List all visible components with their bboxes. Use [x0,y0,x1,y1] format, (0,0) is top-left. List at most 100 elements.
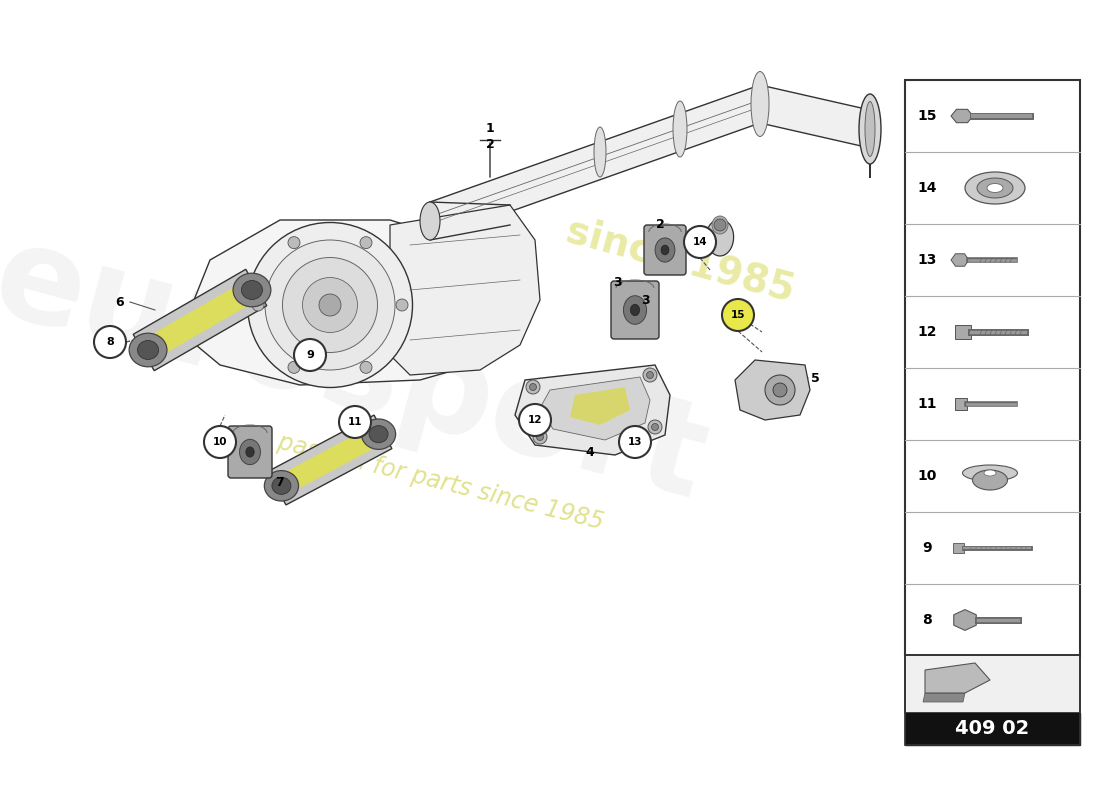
Circle shape [714,219,726,231]
Text: 4: 4 [585,446,594,458]
Polygon shape [735,360,810,420]
Text: 10: 10 [917,469,937,483]
Text: 2: 2 [656,218,664,231]
Polygon shape [706,220,734,256]
FancyBboxPatch shape [905,655,1080,713]
Polygon shape [138,278,262,362]
Ellipse shape [987,183,1003,193]
Ellipse shape [962,465,1018,481]
Ellipse shape [272,478,290,494]
Circle shape [252,299,264,311]
Text: 9: 9 [922,541,932,555]
Circle shape [537,434,543,441]
Ellipse shape [370,426,388,442]
Polygon shape [515,365,670,455]
Circle shape [764,375,795,405]
Ellipse shape [594,127,606,177]
Ellipse shape [751,71,769,137]
Ellipse shape [673,101,688,157]
Text: 14: 14 [917,181,937,195]
Polygon shape [190,220,520,385]
Text: 15: 15 [730,310,746,320]
Circle shape [204,426,236,458]
Ellipse shape [624,296,647,324]
FancyBboxPatch shape [610,281,659,339]
Circle shape [288,237,300,249]
Ellipse shape [712,216,728,234]
Polygon shape [952,110,974,122]
Text: 13: 13 [917,253,937,267]
Text: 14: 14 [693,237,707,247]
Polygon shape [268,415,392,505]
Circle shape [526,380,540,394]
Circle shape [94,326,126,358]
Circle shape [647,371,653,378]
Text: 3: 3 [614,275,623,289]
FancyBboxPatch shape [228,426,272,478]
Ellipse shape [661,245,669,255]
Circle shape [288,362,300,374]
Text: 11: 11 [348,417,362,427]
Ellipse shape [630,304,639,316]
Text: 3: 3 [640,294,649,306]
Text: a passion for parts since 1985: a passion for parts since 1985 [254,425,606,535]
FancyBboxPatch shape [905,713,1080,745]
Text: 15: 15 [917,109,937,123]
Circle shape [534,430,547,444]
Polygon shape [570,387,630,425]
Polygon shape [954,610,977,630]
Text: 9: 9 [306,350,313,360]
Ellipse shape [242,281,263,299]
FancyBboxPatch shape [955,398,967,410]
Polygon shape [133,270,267,370]
Ellipse shape [240,439,261,465]
Text: since 1985: since 1985 [562,211,799,309]
Circle shape [773,383,786,397]
Ellipse shape [420,202,440,240]
Text: 12: 12 [917,325,937,339]
Text: 13: 13 [628,437,642,447]
FancyBboxPatch shape [953,543,964,553]
Circle shape [722,299,754,331]
Ellipse shape [865,102,874,157]
Text: 5: 5 [811,371,819,385]
Circle shape [619,426,651,458]
Ellipse shape [302,278,358,333]
Circle shape [339,406,371,438]
Circle shape [648,420,662,434]
Ellipse shape [965,172,1025,204]
Text: 10: 10 [212,437,228,447]
Text: 7: 7 [276,475,285,489]
Text: 8: 8 [106,337,114,347]
Text: eurosport: eurosport [0,214,719,526]
Text: 2: 2 [485,138,494,150]
Text: 409 02: 409 02 [956,719,1030,738]
Polygon shape [952,254,969,266]
Ellipse shape [248,222,412,387]
Circle shape [360,362,372,374]
Ellipse shape [984,470,996,476]
FancyBboxPatch shape [644,225,686,275]
Ellipse shape [129,333,167,366]
FancyBboxPatch shape [905,80,1080,656]
FancyBboxPatch shape [955,325,971,339]
Circle shape [529,383,537,390]
Circle shape [684,226,716,258]
Circle shape [294,339,326,371]
Circle shape [396,299,408,311]
Text: 1: 1 [485,122,494,134]
Polygon shape [540,377,650,440]
Ellipse shape [245,447,254,457]
Ellipse shape [283,258,377,353]
Ellipse shape [362,419,396,450]
Ellipse shape [977,178,1013,198]
Polygon shape [272,422,388,498]
Circle shape [651,423,659,430]
Ellipse shape [972,470,1008,490]
Ellipse shape [233,274,271,306]
Text: 12: 12 [528,415,542,425]
Circle shape [519,404,551,436]
Polygon shape [430,85,870,240]
Circle shape [360,237,372,249]
Ellipse shape [319,294,341,316]
